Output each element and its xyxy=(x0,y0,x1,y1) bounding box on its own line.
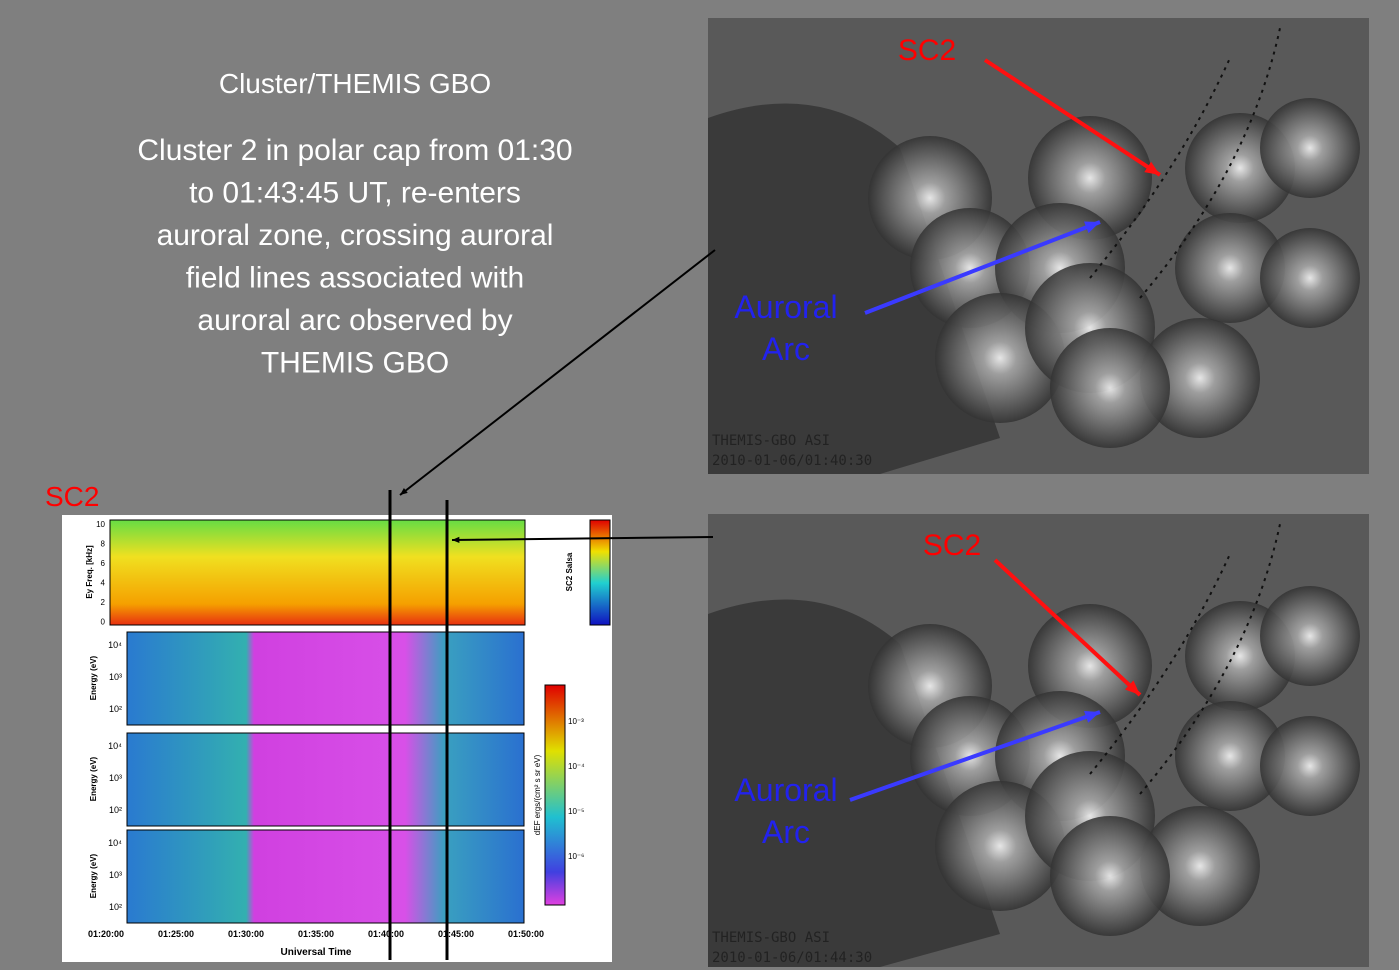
all-sky-image xyxy=(1050,328,1170,448)
body-line: THEMIS GBO xyxy=(261,347,449,380)
x-tick-label: 01:45:00 xyxy=(438,929,474,939)
all-sky-image xyxy=(1260,586,1360,686)
x-tick-label: 01:30:00 xyxy=(228,929,264,939)
body-line: auroral zone, crossing auroral xyxy=(157,219,554,252)
arc-label: Arc xyxy=(762,814,810,850)
arc-label: Auroral xyxy=(734,772,837,808)
energy-panel xyxy=(127,830,524,923)
energy-panel xyxy=(127,632,524,725)
y-tick-label: 6 xyxy=(101,559,106,568)
axis-label: Energy (eV) xyxy=(89,756,98,801)
y-tick-label: 10² xyxy=(109,805,122,815)
axis-label: Ey Freq. [kHz] xyxy=(85,545,94,599)
axis-label: Energy (eV) xyxy=(89,853,98,898)
x-tick-label: 01:20:00 xyxy=(88,929,124,939)
colorbar xyxy=(545,685,565,905)
all-sky-image xyxy=(1260,98,1360,198)
y-tick-label: 10⁴ xyxy=(108,838,122,848)
all-sky-image xyxy=(1050,816,1170,936)
y-tick-label: 10³ xyxy=(109,870,122,880)
timestamp: 2010-01-06/01:40:30 xyxy=(712,453,872,469)
y-tick-label: 10 xyxy=(96,520,105,529)
all-sky-image xyxy=(1260,716,1360,816)
sc2-label: SC2 xyxy=(923,529,981,562)
colorbar-tick: 10⁻⁵ xyxy=(568,807,584,816)
colorbar-label: dEF ergs/(cm² s sr eV) xyxy=(533,754,542,835)
timestamp: THEMIS-GBO ASI xyxy=(712,930,830,946)
slide: Cluster/THEMIS GBO Cluster 2 in polar cap… xyxy=(0,0,1399,970)
body-line: field lines associated with xyxy=(186,262,525,295)
x-tick-label: 01:40:00 xyxy=(368,929,404,939)
y-tick-label: 10⁴ xyxy=(108,640,122,650)
y-tick-label: 2 xyxy=(101,598,106,607)
colorbar-label: SC2 Salsa xyxy=(565,552,574,591)
y-tick-label: 8 xyxy=(101,540,106,549)
slide-title: Cluster/THEMIS GBO xyxy=(219,68,491,99)
axis-label: Universal Time xyxy=(281,947,352,958)
x-tick-label: 01:25:00 xyxy=(158,929,194,939)
body-line: auroral arc observed by xyxy=(197,304,512,337)
colorbar-tick: 10⁻⁴ xyxy=(568,762,585,771)
y-tick-label: 10² xyxy=(109,902,122,912)
colorbar-tick: 10⁻⁶ xyxy=(568,852,584,861)
timestamp: THEMIS-GBO ASI xyxy=(712,433,830,449)
page: Cluster/THEMIS GBO Cluster 2 in polar cap… xyxy=(0,0,1399,970)
y-tick-label: 10³ xyxy=(109,773,122,783)
y-tick-label: 10³ xyxy=(109,672,122,682)
arc-label: Auroral xyxy=(734,289,837,325)
body-line: Cluster 2 in polar cap from 01:30 xyxy=(137,134,572,167)
arc-label: Arc xyxy=(762,331,810,367)
x-tick-label: 01:50:00 xyxy=(508,929,544,939)
sc2-label: SC2 xyxy=(898,34,956,67)
body-line: to 01:43:45 UT, re-enters xyxy=(189,177,521,210)
all-sky-image xyxy=(1260,228,1360,328)
x-tick-label: 01:35:00 xyxy=(298,929,334,939)
wave-panel xyxy=(110,520,525,625)
y-tick-label: 10⁴ xyxy=(108,741,122,751)
axis-label: Energy (eV) xyxy=(89,655,98,700)
timestamp: 2010-01-06/01:44:30 xyxy=(712,950,872,966)
y-tick-label: 4 xyxy=(101,579,106,588)
sc2-label: SC2 xyxy=(45,481,99,512)
y-tick-label: 0 xyxy=(101,618,106,627)
colorbar-tick: 10⁻³ xyxy=(568,717,584,726)
y-tick-label: 10² xyxy=(109,704,122,714)
energy-panel xyxy=(127,733,524,826)
colorbar xyxy=(590,520,610,625)
